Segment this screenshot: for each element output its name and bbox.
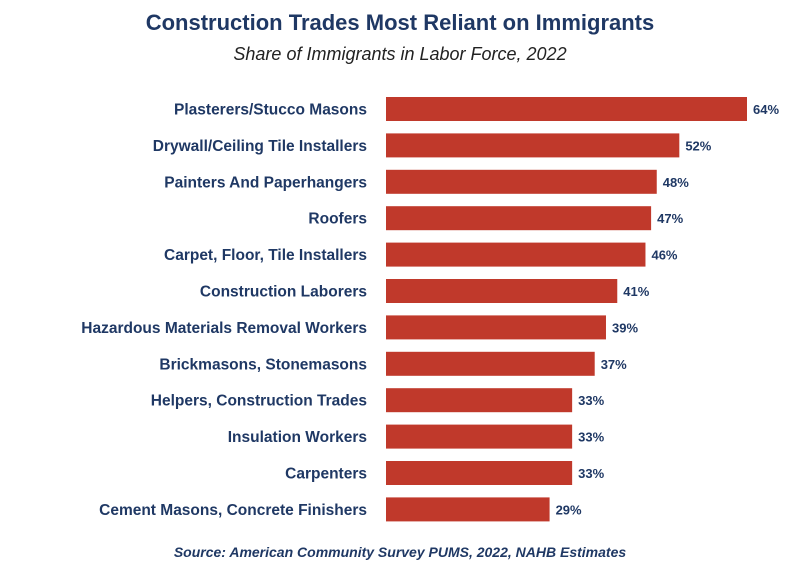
category-label: Helpers, Construction Trades <box>151 393 367 410</box>
bar <box>386 351 595 376</box>
value-label: 33% <box>578 393 604 408</box>
value-label: 41% <box>623 284 649 299</box>
value-label: 33% <box>578 430 604 445</box>
category-label: Cement Masons, Concrete Finishers <box>99 502 367 519</box>
bar <box>386 97 747 121</box>
value-label: 37% <box>601 357 627 372</box>
category-label: Roofers <box>308 211 367 228</box>
category-label: Drywall/Ceiling Tile Installers <box>153 138 367 155</box>
value-label: 48% <box>663 175 689 190</box>
value-label: 47% <box>657 211 683 226</box>
category-label: Insulation Workers <box>228 429 367 446</box>
value-label: 46% <box>651 248 677 263</box>
chart-title: Construction Trades Most Reliant on Immi… <box>145 10 655 35</box>
value-label: 29% <box>556 502 582 517</box>
bar <box>386 388 573 413</box>
bar <box>386 315 606 340</box>
category-label: Brickmasons, Stonemasons <box>159 356 367 373</box>
bar <box>386 461 573 485</box>
bar <box>386 497 550 522</box>
bar <box>386 206 652 231</box>
category-label: Hazardous Materials Removal Workers <box>81 320 367 337</box>
value-label: 39% <box>612 320 638 335</box>
category-label: Plasterers/Stucco Masons <box>174 102 367 119</box>
category-label: Carpet, Floor, Tile Installers <box>164 247 367 264</box>
bar <box>386 279 618 303</box>
category-label: Construction Laborers <box>200 284 367 301</box>
bar <box>386 169 657 194</box>
value-label: 52% <box>685 138 711 153</box>
value-label: 33% <box>578 466 604 481</box>
category-label: Carpenters <box>285 466 367 483</box>
bar <box>386 424 573 449</box>
chart-source: Source: American Community Survey PUMS, … <box>173 544 627 560</box>
bar <box>386 242 646 267</box>
bar <box>386 133 680 158</box>
value-label: 64% <box>753 102 779 117</box>
category-label: Painters And Paperhangers <box>164 174 367 191</box>
chart-subtitle: Share of Immigrants in Labor Force, 2022 <box>233 44 567 64</box>
